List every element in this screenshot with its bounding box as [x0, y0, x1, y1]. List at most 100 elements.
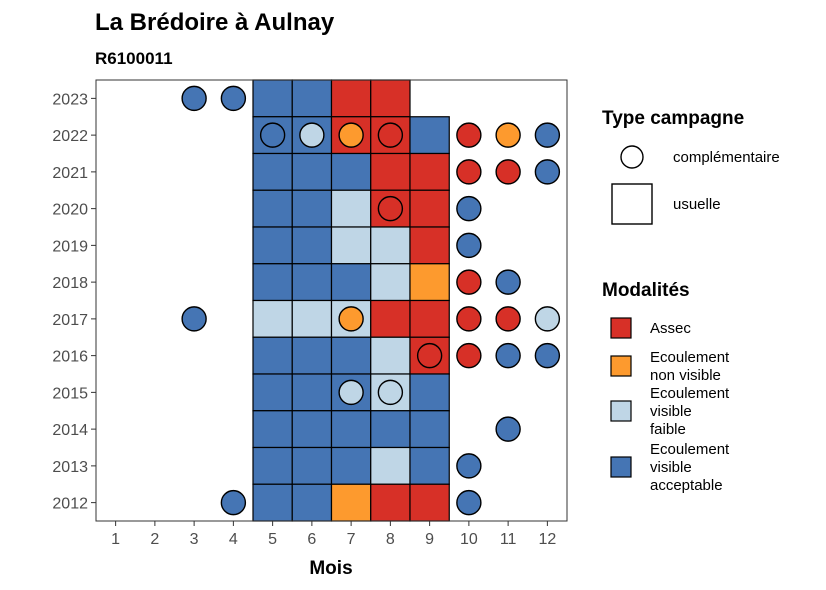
tile-2015-9 [409, 373, 450, 412]
tile-2015-6 [291, 373, 333, 412]
tile-2013-6 [291, 446, 333, 485]
tile-2016-8 [370, 336, 411, 375]
tile-2016-5 [252, 336, 293, 375]
tile-2012-9 [409, 483, 450, 522]
tile-2023-7 [330, 79, 372, 118]
point-2022-5 [259, 122, 286, 148]
y-tick-label: 2018 [52, 275, 88, 292]
legend-type-items: complémentaire usuelle [611, 145, 780, 225]
point-2016-12 [534, 342, 561, 369]
y-tick-label: 2017 [52, 312, 88, 329]
point-2021-10 [456, 159, 482, 185]
x-tick-label: 3 [190, 531, 199, 548]
tile-2019-7 [330, 226, 372, 265]
tile-2019-6 [291, 226, 333, 265]
point-2012-10 [456, 489, 482, 516]
point-2020-8 [377, 195, 404, 222]
tile-2013-5 [252, 446, 293, 485]
legend-modalite-label: Ecoulement visible faible [650, 385, 730, 438]
y-tick-label: 2013 [52, 459, 88, 476]
chart-subtitle: R6100011 [95, 49, 173, 68]
point-2021-12 [534, 159, 561, 185]
tile-2016-7 [330, 336, 372, 375]
point-2017-10 [456, 306, 482, 332]
point-2022-7 [338, 122, 364, 148]
y-tick-label: 2019 [52, 238, 88, 255]
point-2017-3 [181, 306, 207, 332]
y-tick-label: 2023 [52, 91, 88, 108]
tile-2020-7 [330, 189, 372, 228]
point-2022-6 [299, 122, 325, 148]
x-tick-label: 11 [500, 531, 517, 548]
x-tick-label: 8 [386, 531, 395, 548]
x-tick-label: 7 [347, 531, 356, 548]
point-2022-10 [456, 122, 482, 148]
panel-border [95, 79, 568, 522]
legend-type-label: complémentaire [673, 149, 780, 166]
tile-2022-9 [409, 116, 450, 155]
tile-2016-6 [291, 336, 333, 375]
legend: Type campagne complémentaire usuelle Moda… [602, 108, 780, 494]
point-2016-11 [495, 342, 521, 369]
legend-modalite-key [610, 355, 632, 377]
tile-2012-7 [330, 483, 372, 522]
legend-type-label: usuelle [673, 196, 721, 213]
point-2022-11 [495, 122, 521, 148]
point-2020-10 [456, 195, 482, 222]
x-tick-label: 6 [307, 531, 316, 548]
tile-2017-6 [291, 299, 333, 338]
point-2019-10 [456, 232, 482, 259]
tile-2019-8 [370, 226, 411, 265]
y-tick-label: 2015 [52, 385, 88, 402]
tile-2017-5 [252, 299, 293, 338]
y-tick-label: 2022 [52, 128, 88, 145]
y-tick-label: 2021 [52, 165, 88, 182]
tile-2014-5 [252, 410, 293, 449]
tile-2014-6 [291, 410, 333, 449]
point-2017-7 [338, 306, 364, 332]
point-2015-7 [338, 379, 364, 406]
tile-2015-5 [252, 373, 293, 412]
y-axis: 2012 2013 2014 2015 2016 2017 2018 2019 2020 2021… [52, 91, 96, 513]
tile-2018-8 [370, 263, 411, 302]
tile-2013-7 [330, 446, 372, 485]
tile-2020-9 [409, 189, 450, 228]
tile-2018-7 [330, 263, 372, 302]
legend-modalite-label: Ecoulement non visible [650, 349, 730, 384]
x-tick-label: 10 [460, 531, 478, 548]
x-axis: 1 2 3 4 5 6 7 8 9 10 11 12 [111, 521, 556, 548]
x-tick-label: 9 [425, 531, 434, 548]
tile-2018-6 [291, 263, 333, 302]
tile-2020-6 [291, 189, 333, 228]
point-2018-11 [495, 269, 521, 295]
legend-modalites-title: Modalités [602, 280, 690, 301]
legend-modalite-key [610, 456, 632, 478]
legend-square-key [611, 183, 653, 225]
point-2014-11 [495, 416, 521, 442]
legend-modalite-label: Ecoulement visible acceptable [650, 441, 730, 494]
x-tick-label: 12 [538, 531, 556, 548]
y-tick-label: 2014 [52, 422, 88, 439]
tile-2021-8 [370, 152, 411, 191]
y-tick-label: 2020 [52, 202, 88, 219]
tile-2023-6 [291, 79, 333, 118]
tile-2017-9 [409, 299, 450, 338]
x-tick-label: 2 [150, 531, 159, 548]
point-2012-4 [220, 489, 247, 516]
tile-2012-8 [370, 483, 411, 522]
point-2015-8 [377, 379, 404, 406]
y-tick-label: 2016 [52, 349, 88, 366]
tile-2014-7 [330, 410, 372, 449]
legend-circle-key [620, 145, 644, 169]
plot-area [95, 79, 568, 522]
chart-title: La Brédoire à Aulnay [95, 9, 335, 36]
point-2023-3 [181, 85, 207, 112]
point-2016-9 [416, 342, 443, 369]
tile-2021-7 [330, 152, 372, 191]
x-axis-label: Mois [309, 558, 352, 579]
tile-2020-5 [252, 189, 293, 228]
legend-type-title: Type campagne [602, 108, 744, 129]
point-2023-4 [220, 85, 247, 112]
